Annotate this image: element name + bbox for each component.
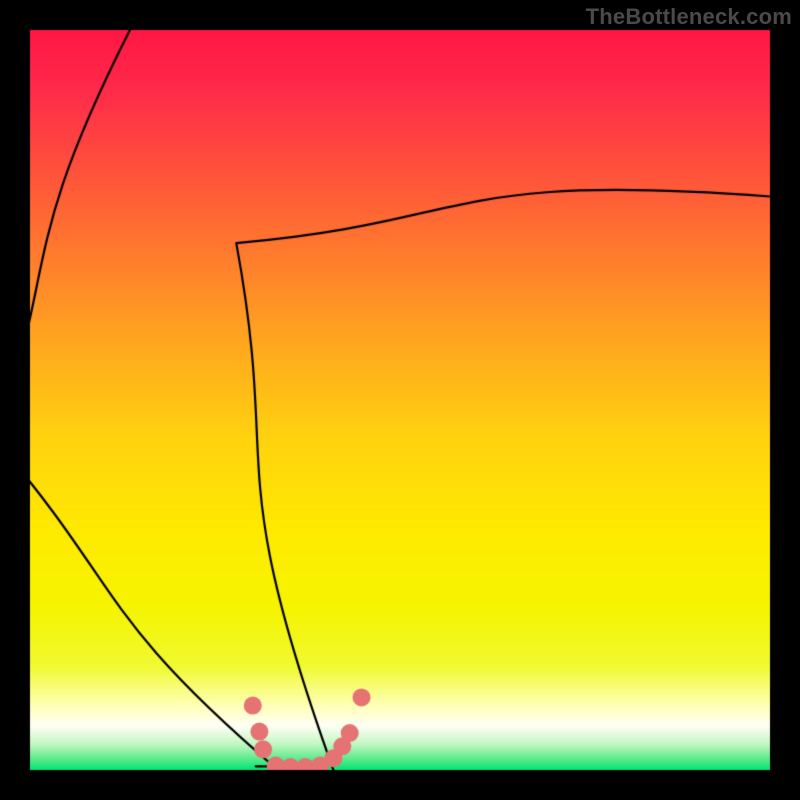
bottleneck-curve-chart	[0, 0, 800, 800]
